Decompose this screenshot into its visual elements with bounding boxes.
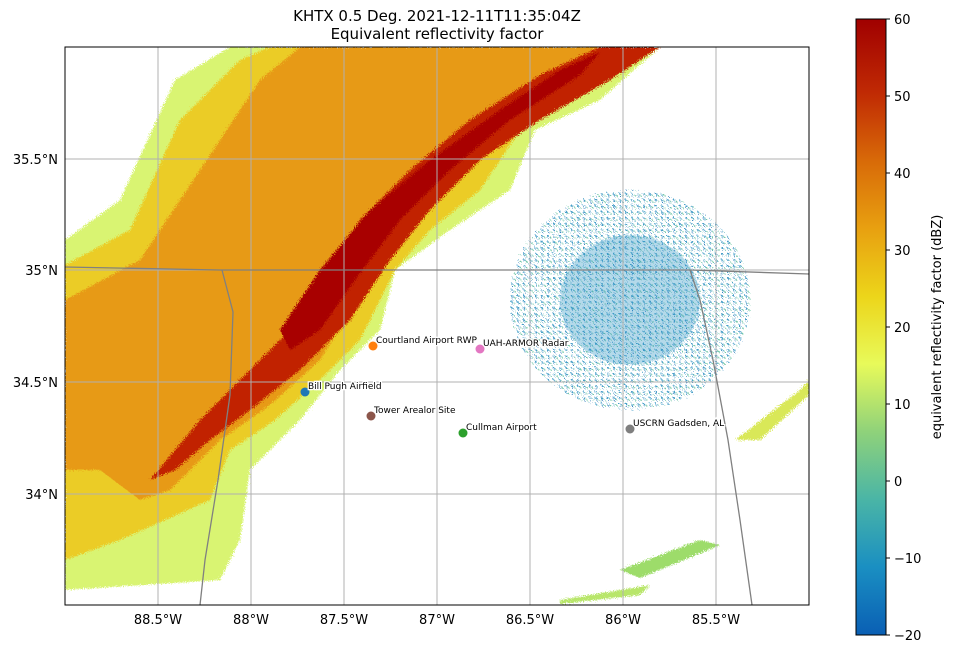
site-markers: Courtland Airport RWP UAH-ARMOR Radar Bi… (300, 335, 725, 438)
site-marker (300, 387, 310, 397)
site-label: USCRN Gadsden, AL (633, 419, 724, 429)
colorbar-tick-marks (886, 18, 890, 636)
y-tick-label: 34.5°N (13, 376, 58, 391)
colorbar-tick-label: 0 (894, 475, 902, 490)
x-tick-label: 87.5°W (320, 613, 368, 628)
x-tick-label: 88°W (233, 613, 269, 628)
site-bill-pugh: Bill Pugh Airfield (300, 381, 383, 397)
site-label: Courtland Airport RWP (376, 336, 477, 346)
map-title: KHTX 0.5 Deg. 2021-12-11T11:35:04Z (293, 7, 581, 25)
colorbar-tick-label: 50 (894, 90, 911, 105)
site-marker (366, 411, 376, 421)
echo-se-band-3 (560, 585, 650, 604)
echo-se-band-2 (620, 540, 720, 578)
echo-intense-core (150, 47, 660, 480)
x-tick-label: 85.5°W (692, 613, 740, 628)
y-tick-label: 35°N (25, 264, 58, 279)
colorbar-tick-label: 20 (894, 321, 911, 336)
state-borders (64, 266, 810, 606)
x-tick-label: 86°W (605, 613, 641, 628)
x-tick-label: 88.5°W (134, 613, 182, 628)
colorbar-tick-label: 30 (894, 244, 911, 259)
site-marker (475, 344, 485, 354)
site-courtland: Courtland Airport RWP (368, 335, 479, 351)
site-uah-armor: UAH-ARMOR Radar (475, 338, 570, 354)
y-tick-label: 35.5°N (13, 153, 58, 168)
site-cullman: Cullman Airport (458, 422, 538, 438)
colorbar-tick-label: 10 (894, 398, 911, 413)
colorbar: 60 50 40 30 20 10 0 −10 −20 equivalent r… (855, 13, 945, 644)
echo-se-band (735, 380, 809, 440)
colorbar-tick-label: 40 (894, 167, 911, 182)
site-label: Bill Pugh Airfield (308, 382, 382, 392)
site-marker (458, 428, 468, 438)
x-tick-label: 86.5°W (506, 613, 554, 628)
clear-air-echo-core (560, 235, 700, 365)
site-tower: Tower Arealor Site (366, 405, 457, 421)
colorbar-tick-label: 60 (894, 13, 911, 28)
colorbar-tick-label: −10 (894, 552, 921, 567)
site-label: Tower Arealor Site (373, 406, 456, 416)
y-axis-ticks: 35.5°N 35°N 34.5°N 34°N (13, 153, 58, 503)
echo-intense-core-inner (280, 52, 600, 350)
colorbar-tick-label: −20 (894, 629, 921, 644)
map-subtitle: Equivalent reflectivity factor (330, 25, 544, 43)
y-tick-label: 34°N (25, 488, 58, 503)
x-axis-ticks: 88.5°W 88°W 87.5°W 87°W 86.5°W 86°W 85.5… (134, 613, 740, 628)
map-frame (64, 46, 810, 606)
radar-map: Courtland Airport RWP UAH-ARMOR Radar Bi… (64, 46, 810, 606)
site-label: UAH-ARMOR Radar (483, 339, 569, 349)
site-marker (368, 341, 378, 351)
site-marker (625, 424, 635, 434)
x-tick-label: 87°W (419, 613, 455, 628)
colorbar-axis-label: equivalent reflectivity factor (dBZ) (930, 215, 945, 440)
site-uscrn-gadsden: USCRN Gadsden, AL (625, 418, 725, 434)
colorbar-gradient (855, 18, 887, 636)
reflectivity-field (65, 47, 809, 604)
site-label: Cullman Airport (466, 423, 537, 433)
